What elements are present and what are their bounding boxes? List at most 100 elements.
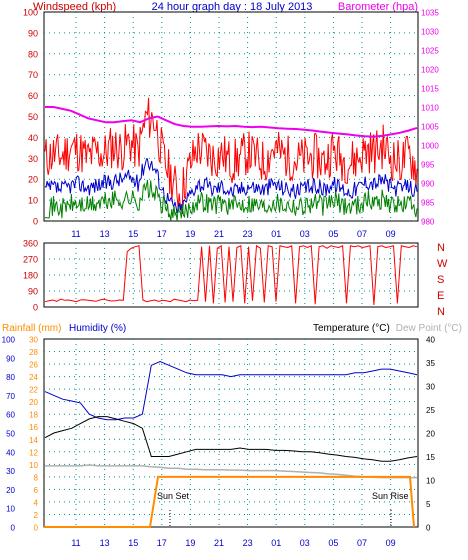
compass-label: E: [437, 290, 444, 302]
barometer-y-tick-label: 1025: [421, 47, 439, 56]
temperature-y-tick-label: 0: [426, 524, 431, 533]
temp-x-axis: 11 13 15 17 19 21 23 01 03 05 07 09: [71, 538, 395, 548]
wind-x-tick-label: 05: [328, 229, 338, 239]
temp-x-tick-label: 17: [157, 538, 167, 548]
direction-y-tick-label: 360: [23, 239, 38, 249]
temp-series: [44, 361, 418, 528]
temperature-y-tick-label: 20: [426, 430, 435, 439]
temp-x-tick-label: 21: [214, 538, 224, 548]
series-line-barometer: [45, 106, 418, 138]
humidity-y-tick-label: 10: [6, 505, 15, 514]
barometer-y-tick-label: 980: [421, 218, 435, 227]
sun-set-label: Sun Set: [157, 491, 190, 501]
dew-point-label: Dew Point (°C): [396, 323, 462, 334]
rainfall-y-tick-label: 0: [34, 524, 39, 533]
rainfall-y-tick-label: 28: [29, 348, 38, 357]
wind-y-tick-label: 30: [28, 154, 38, 164]
wind-y-tick-label: 10: [28, 196, 38, 206]
series-line-temperature: [44, 416, 418, 462]
temp-x-tick-label: 09: [386, 538, 396, 548]
barometer-y-tick-label: 1020: [421, 66, 439, 75]
series-line-humidity: [44, 361, 418, 421]
series-line-gust: [44, 97, 418, 212]
rainfall-y-tick-label: 16: [29, 423, 38, 432]
wind-x-tick-label: 19: [185, 229, 195, 239]
wind-y-tick-label: 50: [28, 112, 38, 122]
wind-x-tick-label: 09: [386, 229, 396, 239]
wind-y-axis: 0 10 20 30 40 50 60 70 80 90 100: [23, 8, 38, 227]
barometer-y-tick-label: 990: [421, 180, 435, 189]
series-line-min: [44, 179, 418, 222]
rainfall-label: Rainfall (mm): [2, 323, 61, 334]
wind-x-tick-label: 03: [300, 229, 310, 239]
wind-y-tick-label: 60: [28, 91, 38, 101]
humidity-y-tick-label: 90: [6, 354, 15, 363]
compass-label: W: [437, 258, 448, 270]
humidity-y-tick-label: 40: [6, 448, 15, 457]
wind-x-tick-label: 07: [357, 229, 367, 239]
wind-x-tick-label: 15: [128, 229, 138, 239]
rainfall-y-tick-label: 4: [34, 498, 39, 507]
barometer-y-tick-label: 985: [421, 199, 435, 208]
wind-y-tick-label: 80: [28, 49, 38, 59]
temperature-y-axis: 0 5 10 15 20 25 30 35 40: [426, 336, 435, 533]
temperature-y-tick-label: 10: [426, 477, 435, 486]
barometer-y-tick-label: 1015: [421, 85, 439, 94]
compass-label: S: [437, 274, 444, 286]
compass-label: N: [437, 306, 445, 318]
rainfall-y-tick-label: 8: [34, 473, 39, 482]
temp-x-tick-label: 07: [357, 538, 367, 548]
wind-series: [44, 97, 418, 222]
temperature-y-tick-label: 25: [426, 406, 435, 415]
humidity-y-tick-label: 70: [6, 392, 15, 401]
direction-panel-grid: [44, 243, 418, 307]
wind-x-tick-label: 01: [271, 229, 281, 239]
rainfall-y-tick-label: 20: [29, 398, 38, 407]
wind-y-tick-label: 0: [33, 217, 38, 227]
series-line-avg: [44, 158, 418, 214]
wind-y-tick-label: 40: [28, 133, 38, 143]
rainfall-y-tick-label: 2: [34, 511, 39, 520]
temperature-y-tick-label: 30: [426, 383, 435, 392]
barometer-y-tick-label: 1030: [421, 28, 439, 37]
wind-x-axis: 11 13 15 17 19 21 23 01 03 05 07 09: [71, 229, 395, 239]
wind-y-tick-label: 100: [23, 8, 38, 18]
wind-x-tick-label: 11: [71, 229, 80, 239]
temp-x-tick-label: 15: [128, 538, 138, 548]
barometer-label: Barometer (hpa): [338, 1, 418, 13]
rainfall-y-tick-label: 10: [29, 461, 38, 470]
humidity-label: Humidity (%): [69, 323, 126, 334]
direction-y-tick-label: 90: [28, 287, 38, 297]
rainfall-y-tick-label: 6: [34, 486, 39, 495]
humidity-y-tick-label: 60: [6, 411, 15, 420]
rainfall-y-tick-label: 12: [29, 448, 38, 457]
temp-panel-frame: [43, 338, 419, 528]
rainfall-y-tick-label: 24: [29, 373, 38, 382]
barometer-y-tick-label: 995: [421, 161, 435, 170]
wind-y-tick-label: 20: [28, 175, 38, 185]
humidity-y-tick-label: 50: [6, 430, 15, 439]
barometer-y-tick-label: 1005: [421, 123, 439, 132]
wind-x-tick-label: 23: [243, 229, 253, 239]
humidity-y-tick-label: 20: [6, 486, 15, 495]
barometer-y-axis: 980 985 990 995 1000 1005 1010 1015 1020 1025 1030…: [421, 9, 439, 227]
wind-x-tick-label: 17: [157, 229, 167, 239]
temp-x-tick-label: 05: [328, 538, 338, 548]
direction-y-tick-label: 270: [23, 255, 38, 265]
temperature-label: Temperature (°C): [313, 323, 390, 334]
temp-x-tick-label: 01: [271, 538, 281, 548]
barometer-y-tick-label: 1035: [421, 9, 439, 18]
direction-y-axis: 0 90 180 270 360: [23, 239, 38, 313]
wind-x-tick-label: 13: [100, 229, 110, 239]
temp-x-tick-label: 03: [300, 538, 310, 548]
rainfall-y-tick-label: 22: [29, 386, 38, 395]
temperature-y-tick-label: 5: [426, 500, 431, 509]
sun-rise-label: Sun Rise: [372, 491, 409, 501]
temperature-y-tick-label: 40: [426, 336, 435, 345]
humidity-y-tick-label: 30: [6, 467, 15, 476]
